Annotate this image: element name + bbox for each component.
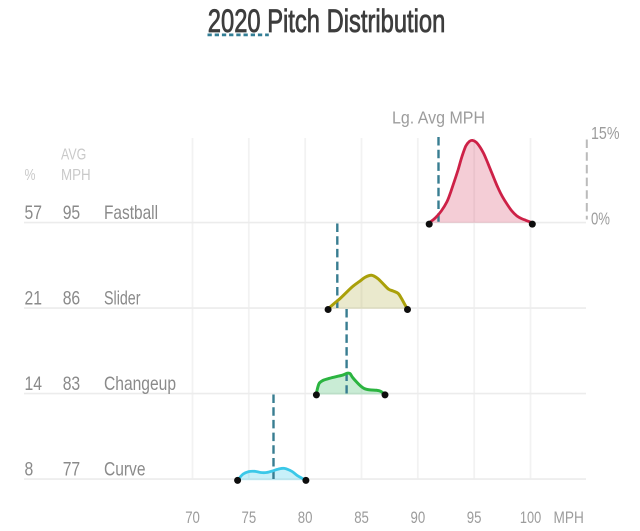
svg-text:2020 Pitch Distribution: 2020 Pitch Distribution xyxy=(208,3,446,39)
svg-text:85: 85 xyxy=(354,509,369,527)
svg-text:Lg. Avg MPH: Lg. Avg MPH xyxy=(392,107,485,127)
svg-text:95: 95 xyxy=(467,509,482,527)
svg-text:57: 57 xyxy=(25,202,43,224)
svg-text:14: 14 xyxy=(25,373,43,395)
svg-text:83: 83 xyxy=(63,373,80,395)
svg-text:Changeup: Changeup xyxy=(104,373,176,395)
svg-text:%: % xyxy=(25,167,36,184)
svg-text:95: 95 xyxy=(63,202,80,224)
svg-text:Curve: Curve xyxy=(104,459,146,481)
svg-text:100: 100 xyxy=(520,509,541,527)
svg-text:75: 75 xyxy=(242,509,257,527)
svg-text:Fastball: Fastball xyxy=(104,202,158,224)
svg-text:AVG: AVG xyxy=(61,146,86,163)
svg-text:8: 8 xyxy=(25,459,34,481)
svg-text:90: 90 xyxy=(411,509,426,527)
svg-text:15%: 15% xyxy=(591,123,620,143)
svg-text:77: 77 xyxy=(63,459,80,481)
svg-text:Slider: Slider xyxy=(104,288,141,310)
svg-text:MPH: MPH xyxy=(554,509,584,527)
svg-text:80: 80 xyxy=(298,509,313,527)
svg-text:21: 21 xyxy=(25,288,43,310)
svg-text:86: 86 xyxy=(63,288,80,310)
svg-text:MPH: MPH xyxy=(61,167,91,184)
svg-text:0%: 0% xyxy=(591,208,610,228)
svg-text:70: 70 xyxy=(185,509,200,527)
